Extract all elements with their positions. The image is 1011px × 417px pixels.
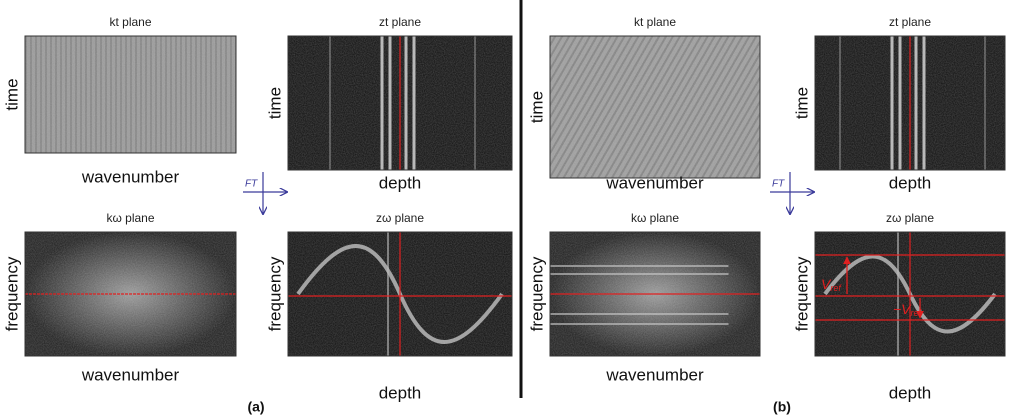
plot-image — [24, 231, 237, 357]
y-axis-label: frequency — [792, 256, 811, 331]
image-noise — [550, 36, 760, 178]
transform-label: FT — [772, 179, 785, 190]
plot-title: zω plane — [376, 211, 424, 225]
annotation-main: −V — [893, 301, 912, 317]
annotation-sub: ref — [830, 283, 842, 293]
y-axis-label: time — [2, 78, 21, 110]
x-axis-label: wavenumber — [605, 365, 704, 384]
panel-label: (b) — [773, 399, 791, 415]
plot-image — [814, 35, 1006, 171]
plot-title: zt plane — [379, 15, 421, 29]
x-axis-label: depth — [379, 383, 422, 402]
plot-title: zω plane — [886, 211, 934, 225]
image-noise — [25, 36, 236, 153]
x-axis-label: depth — [379, 173, 422, 192]
plot-image — [549, 231, 761, 357]
image-frame — [814, 35, 1006, 171]
transform-label: FT — [245, 179, 258, 190]
plot-image — [287, 231, 513, 357]
y-axis-label: frequency — [265, 256, 284, 331]
image-frame — [549, 231, 761, 357]
image-frame — [24, 231, 237, 357]
x-axis-label: depth — [889, 383, 932, 402]
x-axis-label: wavenumber — [81, 167, 180, 186]
x-axis-label: wavenumber — [605, 173, 704, 192]
panel-label: (a) — [247, 399, 264, 415]
x-axis-label: wavenumber — [81, 365, 180, 384]
annotation: Vref — [821, 276, 842, 294]
image-frame — [24, 35, 237, 154]
x-axis-label: depth — [889, 173, 932, 192]
plot-image — [549, 35, 761, 179]
image-frame — [287, 35, 513, 171]
plot-image — [287, 35, 513, 171]
y-axis-label: frequency — [2, 256, 21, 331]
y-axis-label: time — [265, 87, 284, 119]
annotation-sub: ref — [911, 308, 923, 318]
y-axis-label: time — [527, 91, 546, 123]
plot-image — [814, 231, 1006, 357]
plot-title: kω plane — [106, 211, 154, 225]
plot-title: kω plane — [631, 211, 679, 225]
image-frame — [814, 231, 1006, 357]
plot-image — [24, 35, 237, 154]
plot-title: kt plane — [634, 15, 676, 29]
image-frame — [287, 231, 513, 357]
plot-title: zt plane — [889, 15, 931, 29]
plot-title: kt plane — [109, 15, 151, 29]
annotation: −Vref — [893, 301, 923, 319]
annotation-main: V — [821, 276, 832, 292]
y-axis-label: frequency — [527, 256, 546, 331]
y-axis-label: time — [792, 87, 811, 119]
image-frame — [549, 35, 761, 179]
